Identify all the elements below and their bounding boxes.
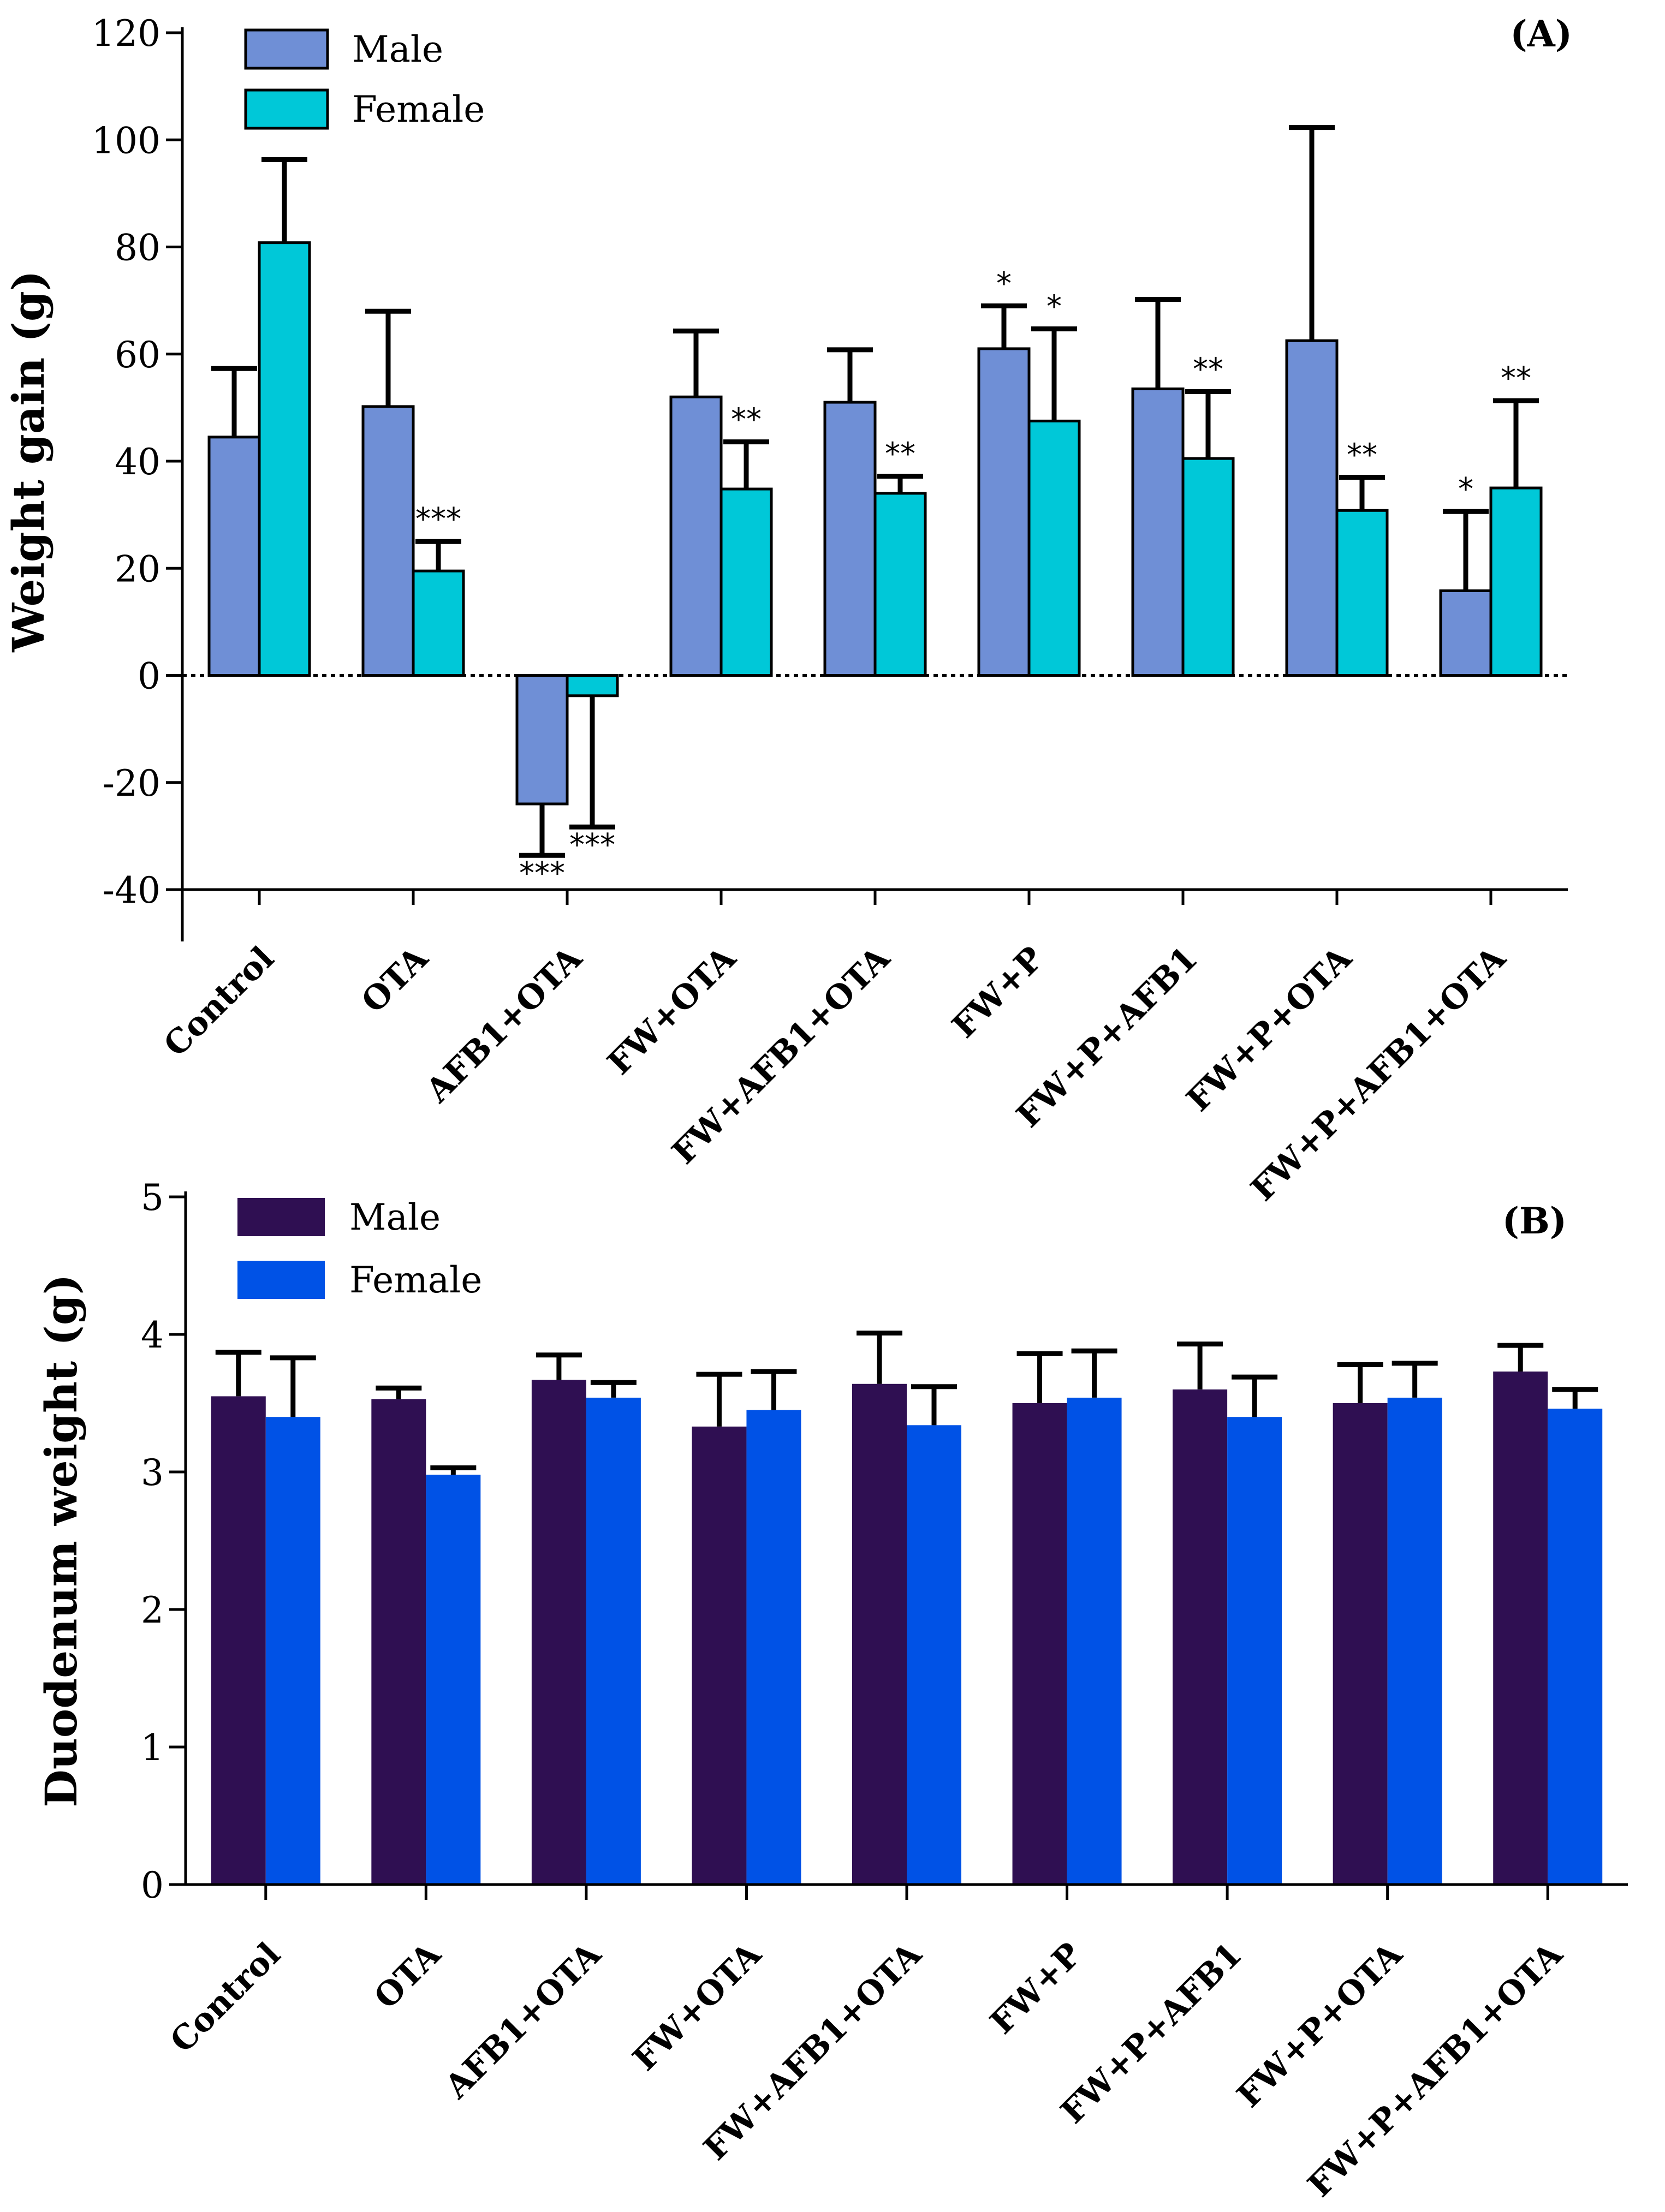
- bar-male-7: [1333, 1403, 1388, 1885]
- bar-male-2: [531, 1380, 586, 1885]
- y-tick-label: 0: [141, 1864, 164, 1906]
- y-tick-label: 120: [92, 13, 160, 55]
- significance-label: *: [996, 266, 1012, 301]
- y-tick-label: 1: [141, 1727, 164, 1769]
- category-label: AFB1+OTA: [437, 1935, 609, 2106]
- bar-male-4: [823, 401, 877, 677]
- bar-female-0: [258, 241, 311, 677]
- bar-female-0: [265, 1417, 320, 1885]
- bar-female-7: [1387, 1397, 1442, 1885]
- legend-label-female: Female: [349, 1259, 482, 1301]
- y-axis-label: Weight gain (g): [3, 270, 54, 652]
- bar-female-6: [1227, 1417, 1282, 1885]
- legend-swatch-male: [244, 28, 329, 70]
- bar-male-1: [361, 405, 415, 677]
- y-tick-label: 60: [115, 334, 160, 376]
- bar-male-8: [1493, 1372, 1548, 1885]
- significance-label: *: [1046, 289, 1062, 325]
- y-tick-label: 3: [141, 1452, 164, 1494]
- bar-male-7: [1285, 339, 1339, 677]
- y-tick-label: 4: [141, 1314, 164, 1356]
- significance-label: ***: [519, 856, 565, 891]
- bar-male-1: [371, 1399, 426, 1885]
- bar-male-3: [669, 395, 723, 677]
- significance-label: ***: [415, 502, 461, 537]
- y-tick-label: 100: [92, 120, 160, 162]
- panel-label: (B): [1502, 1200, 1567, 1242]
- bar-female-1: [412, 569, 465, 677]
- bar-female-4: [907, 1425, 961, 1885]
- bar-male-5: [1012, 1403, 1067, 1885]
- category-label: OTA: [354, 939, 436, 1021]
- bar-male-4: [852, 1384, 907, 1885]
- legend-label-female: Female: [352, 88, 485, 130]
- bar-female-3: [746, 1410, 801, 1885]
- bar-male-6: [1173, 1389, 1228, 1885]
- bar-female-5: [1067, 1397, 1122, 1885]
- bar-female-1: [426, 1475, 481, 1885]
- y-tick-label: -20: [103, 762, 160, 804]
- category-label: Control: [157, 939, 282, 1064]
- legend-swatch-male: [237, 1198, 325, 1236]
- bar-female-2: [586, 1397, 641, 1885]
- bar-female-7: [1335, 509, 1389, 677]
- bar-male-5: [977, 347, 1031, 677]
- bar-female-2: [566, 674, 619, 697]
- significance-label: **: [1193, 351, 1223, 387]
- y-tick-label: 80: [115, 227, 160, 269]
- y-tick-label: 20: [115, 548, 160, 590]
- category-label: FW+P: [945, 939, 1051, 1046]
- bar-female-8: [1548, 1409, 1603, 1885]
- y-tick-label: 5: [141, 1177, 164, 1219]
- bar-male-6: [1131, 387, 1185, 677]
- category-label: FW+P+OTA: [1230, 1935, 1410, 2115]
- legend-swatch-female: [244, 88, 329, 130]
- bar-female-6: [1181, 457, 1235, 677]
- bar-male-3: [692, 1426, 747, 1885]
- significance-label: ***: [569, 827, 615, 863]
- y-tick-label: 0: [138, 655, 160, 697]
- category-label: FW+P: [983, 1935, 1089, 2042]
- bar-female-5: [1027, 419, 1081, 677]
- significance-label: **: [885, 436, 915, 472]
- legend-label-male: Male: [352, 28, 443, 70]
- category-label: FW+OTA: [626, 1935, 769, 2078]
- bar-male-0: [211, 1396, 266, 1885]
- legend-label-male: Male: [349, 1196, 441, 1238]
- y-tick-label: 2: [141, 1589, 164, 1631]
- category-label: Control: [163, 1935, 288, 2060]
- significance-label: **: [731, 402, 762, 438]
- bar-female-3: [719, 487, 773, 677]
- category-label: FW+OTA: [600, 939, 744, 1082]
- category-label: FW+P+AFB1+OTA: [1244, 939, 1513, 1208]
- bar-male-2: [515, 674, 569, 806]
- bar-male-8: [1439, 589, 1492, 677]
- legend-swatch-female: [237, 1261, 325, 1299]
- bar-male-0: [207, 436, 261, 677]
- category-label: OTA: [367, 1935, 449, 2017]
- significance-label: **: [1347, 437, 1377, 473]
- chart-panel-a: **********************-40-20020406080100…: [3, 13, 1572, 1208]
- significance-label: **: [1501, 361, 1531, 396]
- y-tick-label: -40: [103, 869, 160, 911]
- bar-female-8: [1489, 486, 1543, 677]
- y-tick-label: 40: [115, 441, 160, 483]
- bar-female-4: [873, 492, 927, 677]
- category-label: AFB1+OTA: [418, 939, 590, 1110]
- category-label: FW+P+AFB1+OTA: [1300, 1935, 1570, 2204]
- panel-label: (A): [1510, 13, 1572, 55]
- significance-label: *: [1458, 472, 1473, 507]
- y-axis-label: Duodenum weight (g): [35, 1274, 87, 1807]
